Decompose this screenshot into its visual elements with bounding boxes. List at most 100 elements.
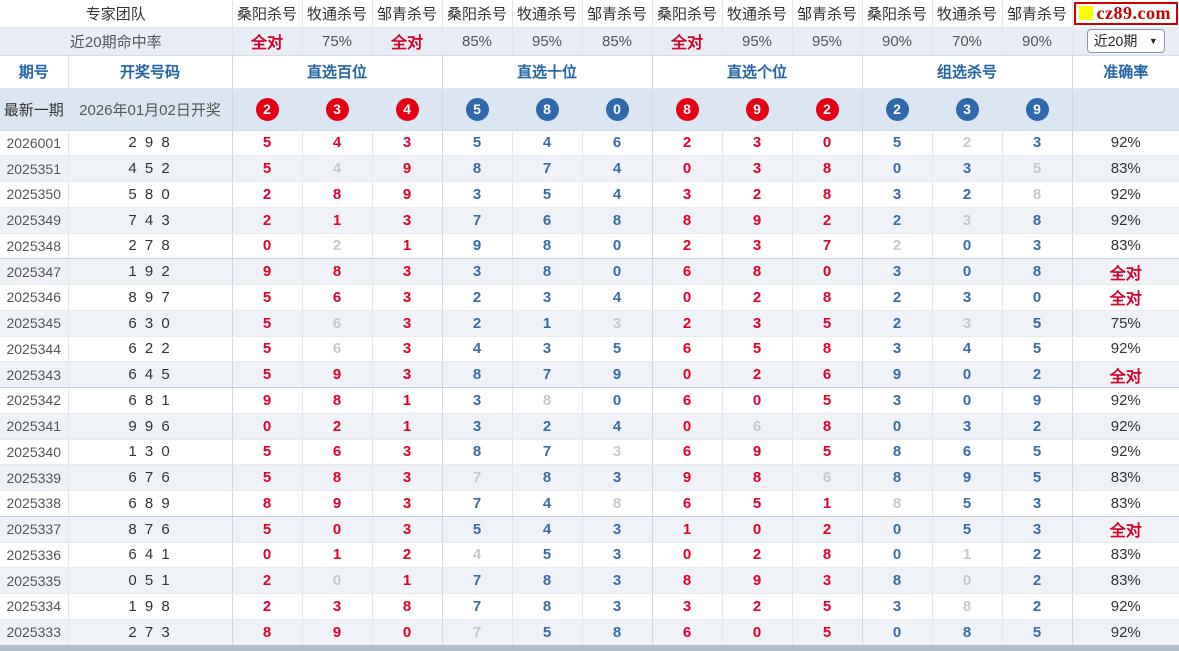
kill-number-cell: 3 (372, 464, 443, 491)
experts-header-row: 专家团队 桑阳杀号 牧通杀号 邹青杀号 桑阳杀号 牧通杀号 邹青杀号 桑阳杀号 … (0, 0, 1179, 28)
kill-number-cell: 8 (232, 490, 303, 517)
kill-number-cell: 3 (932, 207, 1003, 234)
kill-number-cell: 2 (232, 207, 303, 234)
accuracy-cell: 83% (1072, 542, 1179, 569)
kill-number-cell: 8 (442, 361, 513, 388)
kill-number-cell: 1 (372, 387, 443, 414)
kill-number-cell: 9 (932, 464, 1003, 491)
table-row: 2025346 8 9 7 5 6 3 2 3 4 0 2 8 2 3 0 全对 (0, 284, 1179, 311)
latest-draw-row: 最新一期 2026年01月02日开奖 2 3 4 5 8 0 8 9 2 2 3… (0, 88, 1179, 131)
hit-rate-value: 70% (932, 27, 1003, 56)
accuracy-cell: 75% (1072, 310, 1179, 337)
column-header-row: 期号 开奖号码 直选百位 直选十位 直选个位 组选杀号 准确率 (0, 55, 1179, 89)
kill-number-cell: 0 (862, 516, 933, 543)
kill-number-cell: 2 (442, 310, 513, 337)
kill-number-cell: 8 (862, 490, 933, 517)
kill-number-cell: 9 (652, 464, 723, 491)
period-cell: 2025347 (0, 258, 69, 285)
kill-number-cell: 0 (792, 130, 863, 157)
logo-text: cz89.com (1096, 2, 1171, 23)
kill-number-cell: 5 (792, 310, 863, 337)
kill-number-cell: 2 (792, 516, 863, 543)
table-bottom-border (0, 645, 1179, 651)
kill-number-cell: 0 (652, 542, 723, 569)
kill-number-cell: 5 (232, 284, 303, 311)
kill-number-cell: 2 (792, 207, 863, 234)
range-select-cell: 近20期 ▼ (1072, 27, 1179, 56)
kill-number-cell: 5 (1002, 464, 1073, 491)
kill-number-cell: 9 (302, 619, 373, 646)
kill-number-cell: 2 (862, 207, 933, 234)
kill-number-cell: 9 (302, 361, 373, 388)
kill-number-cell: 1 (932, 542, 1003, 569)
kill-number-cell: 2 (652, 130, 723, 157)
kill-number-cell: 5 (232, 336, 303, 363)
kill-number-cell: 5 (1002, 619, 1073, 646)
kill-number-cell: 2 (232, 181, 303, 208)
kill-number-cell: 0 (722, 516, 793, 543)
period-range-select[interactable]: 近20期 ▼ (1086, 29, 1165, 53)
kill-number-cell: 3 (372, 258, 443, 285)
kill-number-cell: 6 (302, 310, 373, 337)
draw-numbers-cell: 1 9 2 (68, 258, 233, 285)
kill-number-cell: 8 (442, 439, 513, 466)
table-row: 2025347 1 9 2 9 8 3 3 8 0 6 8 0 3 0 8 全对 (0, 258, 1179, 285)
kill-number-cell: 3 (582, 464, 653, 491)
kill-number-circle: 8 (535, 97, 559, 121)
kill-number-circle: 3 (955, 97, 979, 121)
kill-number-cell: 0 (932, 361, 1003, 388)
accuracy-cell: 83% (1072, 567, 1179, 594)
kill-number-cell: 5 (932, 516, 1003, 543)
kill-number-cell: 7 (512, 155, 583, 182)
kill-number-cell: 3 (372, 130, 443, 157)
kill-number-circle: 8 (675, 97, 699, 121)
kill-number-cell: 8 (302, 387, 373, 414)
hit-rate-value: 90% (1002, 27, 1073, 56)
hit-rate-value: 全对 (232, 27, 303, 56)
kill-number-cell: 2 (722, 593, 793, 620)
draw-numbers-cell: 2 7 3 (68, 619, 233, 646)
expert-column-header: 牧通杀号 (722, 0, 793, 28)
kill-number-cell: 8 (1002, 181, 1073, 208)
expert-column-header: 邹青杀号 (1002, 0, 1073, 28)
kill-number-cell: 0 (232, 542, 303, 569)
kill-number-cell: 9 (232, 258, 303, 285)
accuracy-cell: 92% (1072, 439, 1179, 466)
kill-number-circle: 3 (325, 97, 349, 121)
period-cell: 2025337 (0, 516, 69, 543)
kill-number-cell: 5 (932, 490, 1003, 517)
period-column-header: 期号 (0, 55, 69, 89)
accuracy-cell: 83% (1072, 155, 1179, 182)
kill-number-cell: 2 (722, 542, 793, 569)
table-row: 2026001 2 9 8 5 4 3 5 4 6 2 3 0 5 2 3 92… (0, 130, 1179, 157)
accuracy-cell: 92% (1072, 181, 1179, 208)
table-row: 2025348 2 7 8 0 2 1 9 8 0 2 3 7 2 0 3 83… (0, 233, 1179, 260)
kill-number-cell: 3 (512, 336, 583, 363)
kill-number-cell: 5 (232, 310, 303, 337)
kill-number-cell: 7 (512, 361, 583, 388)
kill-number-cell: 9 (722, 439, 793, 466)
kill-number-cell: 5 (862, 130, 933, 157)
kill-number-cell: 6 (652, 258, 723, 285)
kill-number-cell: 0 (862, 542, 933, 569)
kill-number-cell: 3 (372, 490, 443, 517)
kill-number-cell: 5 (512, 181, 583, 208)
kill-number-cell: 0 (932, 567, 1003, 594)
kill-number-cell: 3 (372, 439, 443, 466)
draw-numbers-cell: 8 9 7 (68, 284, 233, 311)
site-logo[interactable]: cz89.com (1073, 1, 1178, 25)
period-cell: 2025335 (0, 567, 69, 594)
table-row: 2025342 6 8 1 9 8 1 3 8 0 6 0 5 3 0 9 92… (0, 387, 1179, 414)
kill-number-cell: 8 (512, 233, 583, 260)
latest-period-label: 最新一期 (0, 88, 69, 131)
kill-number-cell: 8 (442, 155, 513, 182)
period-cell: 2025340 (0, 439, 69, 466)
kill-number-cell: 1 (372, 567, 443, 594)
draw-numbers-cell: 2 7 8 (68, 233, 233, 260)
kill-number-cell: 2 (372, 542, 443, 569)
kill-number-circle: 5 (465, 97, 489, 121)
kill-number-cell: 3 (442, 387, 513, 414)
hit-rate-row: 近20期命中率 全对 75% 全对 85% 95% 85% 全对 95% 95%… (0, 27, 1179, 56)
kill-number-cell: 0 (932, 258, 1003, 285)
kill-number-cell: 8 (302, 181, 373, 208)
